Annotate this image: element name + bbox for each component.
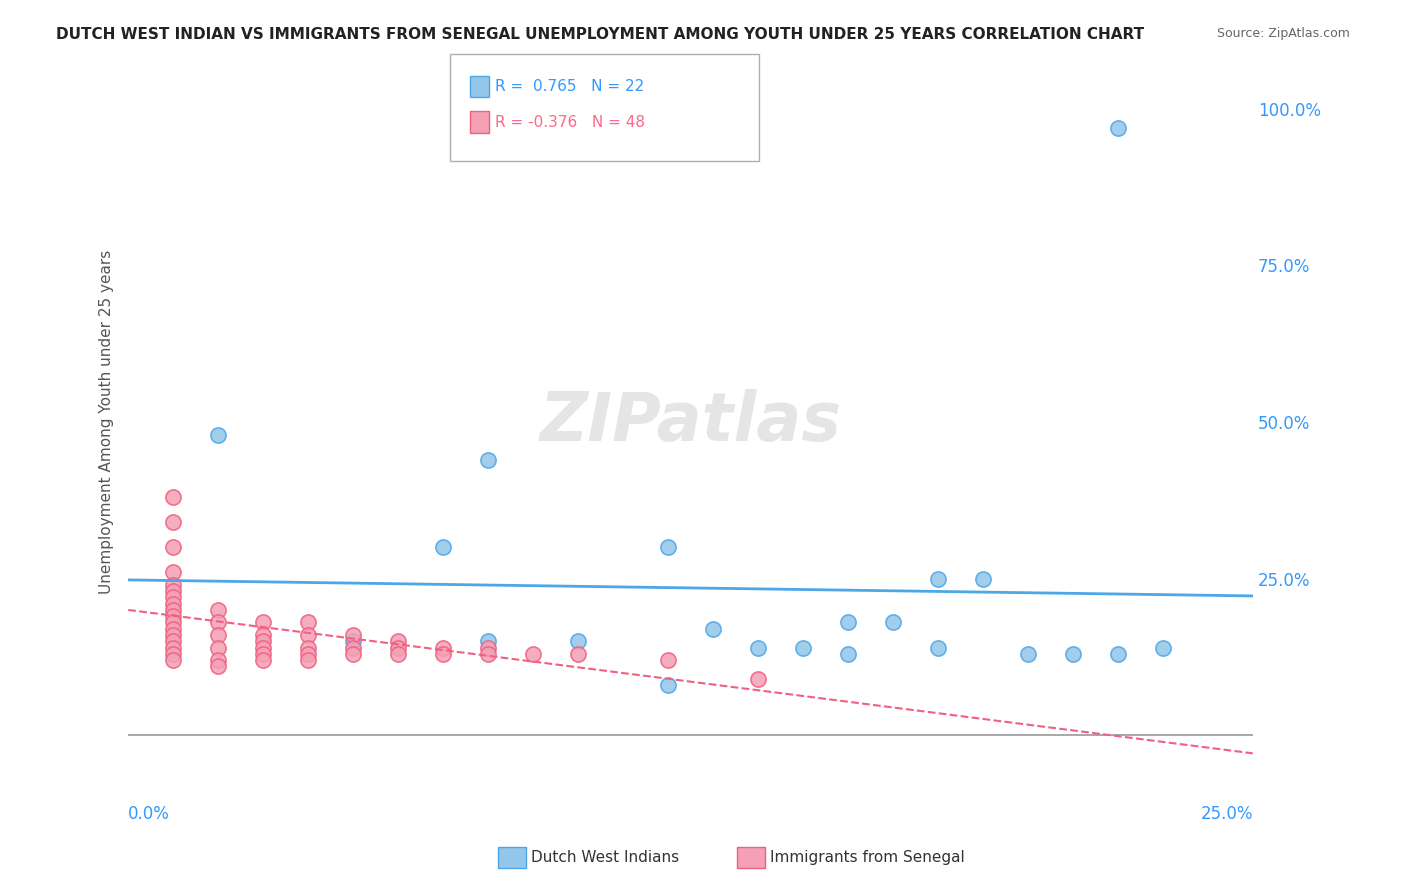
Point	[162, 541, 184, 555]
Point	[477, 634, 499, 648]
Text: R = -0.376   N = 48: R = -0.376 N = 48	[495, 115, 645, 129]
Point	[162, 566, 184, 580]
Point	[477, 647, 499, 661]
Text: Dutch West Indians: Dutch West Indians	[531, 850, 679, 864]
Point	[297, 628, 319, 642]
Point	[162, 628, 184, 642]
Point	[297, 653, 319, 667]
Point	[567, 647, 589, 661]
Point	[207, 659, 229, 673]
Point	[1017, 647, 1039, 661]
Point	[927, 640, 949, 655]
Point	[927, 572, 949, 586]
Point	[747, 672, 769, 686]
Text: 0.0%: 0.0%	[128, 805, 170, 823]
Point	[252, 653, 274, 667]
Point	[297, 615, 319, 630]
Text: 25.0%: 25.0%	[1201, 805, 1253, 823]
Point	[657, 653, 679, 667]
Point	[207, 615, 229, 630]
Point	[1107, 120, 1129, 135]
Point	[162, 647, 184, 661]
Point	[477, 640, 499, 655]
Point	[837, 647, 859, 661]
Text: Immigrants from Senegal: Immigrants from Senegal	[770, 850, 966, 864]
Point	[342, 628, 364, 642]
Point	[162, 622, 184, 636]
Point	[162, 609, 184, 624]
Point	[747, 640, 769, 655]
Point	[1062, 647, 1084, 661]
Point	[657, 678, 679, 692]
Point	[342, 634, 364, 648]
Point	[972, 572, 994, 586]
Y-axis label: Unemployment Among Youth under 25 years: Unemployment Among Youth under 25 years	[100, 250, 114, 594]
Point	[162, 578, 184, 592]
Point	[297, 640, 319, 655]
Point	[252, 647, 274, 661]
Point	[792, 640, 814, 655]
Point	[252, 640, 274, 655]
Point	[342, 640, 364, 655]
Point	[477, 452, 499, 467]
Point	[162, 591, 184, 605]
Point	[837, 615, 859, 630]
Point	[1107, 647, 1129, 661]
Point	[522, 647, 544, 661]
Text: R =  0.765   N = 22: R = 0.765 N = 22	[495, 79, 644, 94]
Text: Source: ZipAtlas.com: Source: ZipAtlas.com	[1216, 27, 1350, 40]
Point	[162, 490, 184, 504]
Point	[387, 634, 409, 648]
Point	[657, 541, 679, 555]
Point	[207, 603, 229, 617]
Point	[567, 634, 589, 648]
Point	[252, 628, 274, 642]
Point	[387, 640, 409, 655]
Point	[162, 603, 184, 617]
Point	[207, 427, 229, 442]
Point	[702, 622, 724, 636]
Point	[162, 584, 184, 599]
Point	[432, 647, 454, 661]
Point	[432, 640, 454, 655]
Point	[162, 640, 184, 655]
Text: DUTCH WEST INDIAN VS IMMIGRANTS FROM SENEGAL UNEMPLOYMENT AMONG YOUTH UNDER 25 Y: DUTCH WEST INDIAN VS IMMIGRANTS FROM SEN…	[56, 27, 1144, 42]
Point	[162, 515, 184, 529]
Point	[162, 653, 184, 667]
Point	[252, 615, 274, 630]
Point	[387, 647, 409, 661]
Point	[162, 615, 184, 630]
Point	[207, 640, 229, 655]
Point	[882, 615, 904, 630]
Point	[297, 647, 319, 661]
Point	[252, 634, 274, 648]
Point	[162, 634, 184, 648]
Point	[342, 647, 364, 661]
Point	[207, 653, 229, 667]
Point	[1152, 640, 1174, 655]
Point	[432, 541, 454, 555]
Text: ZIPatlas: ZIPatlas	[540, 389, 842, 455]
Point	[207, 628, 229, 642]
Point	[162, 597, 184, 611]
